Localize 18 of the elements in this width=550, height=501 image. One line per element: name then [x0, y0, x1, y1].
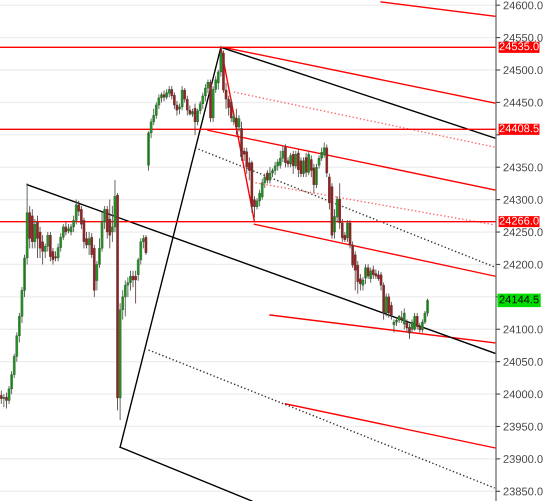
y-tick-label: 24250.0 [504, 228, 543, 236]
y-tick-label: 23850.0 [504, 488, 543, 496]
y-tick-label: 24000.0 [504, 390, 543, 398]
text: 24144.5 [500, 296, 539, 304]
y-tick-label: 23950.0 [504, 422, 543, 431]
y-tick-label: 24600.0 [504, 1, 543, 10]
y-tick-label: 24200.0 [504, 260, 543, 269]
y-tick-label: 24050.0 [504, 358, 543, 366]
y-tick-label: 24500.0 [504, 66, 543, 74]
y-tick-label: 24100.0 [504, 326, 543, 334]
y-tick-label: 23900.0 [504, 455, 543, 464]
ref-line-label: 24535.0 [500, 42, 539, 50]
ref-line-label: 24266.0 [500, 216, 539, 225]
ref-line-label: 24408.5 [500, 124, 539, 132]
y-tick-label: 24300.0 [504, 196, 543, 204]
y-tick-label: 24550.0 [504, 34, 543, 42]
y-tick-label: 24350.0 [504, 163, 543, 172]
y-tick-label: 24450.0 [504, 98, 543, 107]
